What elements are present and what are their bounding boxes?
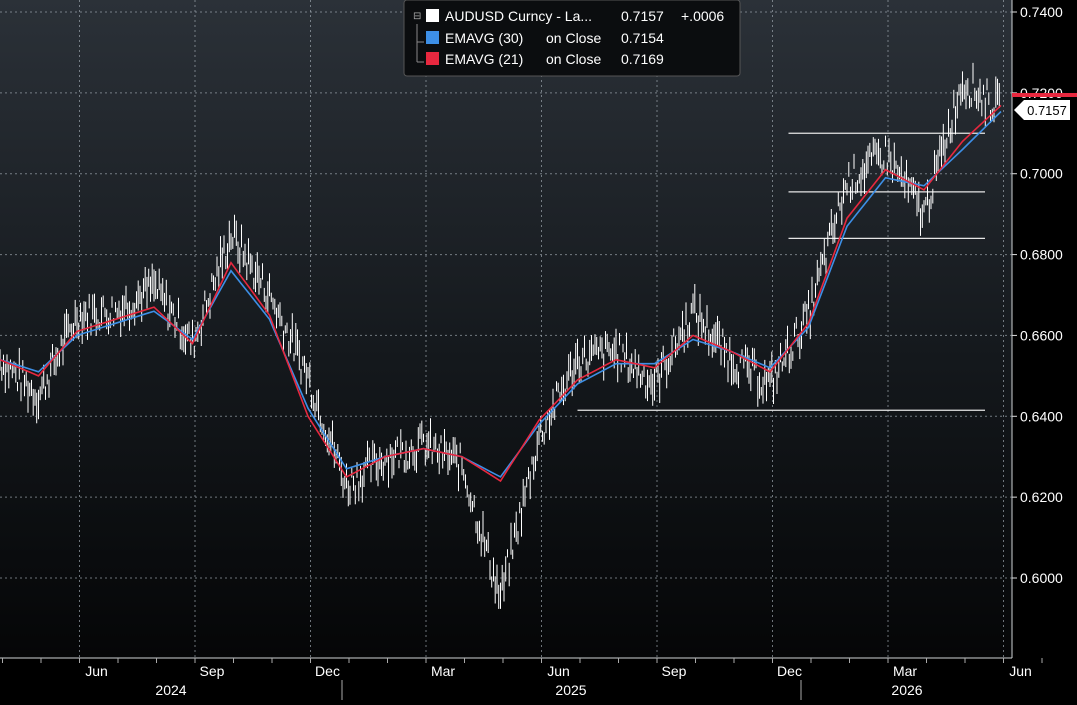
y-tick-label: 0.7200 [1020, 85, 1063, 101]
x-month-label: Mar [893, 663, 917, 679]
y-tick-label: 0.7400 [1020, 4, 1063, 20]
x-year-label: 2025 [555, 682, 586, 698]
x-axis: Jun Sep Dec Mar Jun Sep Dec Mar Jun 2024 2025 2026 [0, 657, 1043, 700]
legend-ema21-name: EMAVG (21) [445, 51, 523, 67]
legend-swatch-ema30 [426, 31, 439, 44]
last-price-marker: 0.7157 [1012, 93, 1077, 120]
legend-swatch-ema21 [426, 52, 439, 65]
legend-ema21-suffix: on Close [546, 51, 601, 67]
y-tick-label: 0.6800 [1020, 247, 1063, 263]
legend-box [403, 0, 741, 77]
time-axis-background [0, 658, 1077, 700]
x-year-label: 2026 [891, 682, 922, 698]
x-month-label: Dec [777, 663, 802, 679]
x-month-label: Mar [431, 663, 455, 679]
y-tick-label: 0.6000 [1020, 570, 1063, 586]
legend[interactable]: ⊟ AUDUSD Curncy - La... 0.7157 +.0006 EM… [403, 0, 741, 77]
legend-collapse-icon[interactable]: ⊟ [413, 11, 421, 22]
x-month-label: Jun [85, 663, 108, 679]
legend-price-name: AUDUSD Curncy - La... [445, 8, 592, 24]
plot-background [0, 0, 1012, 658]
legend-price-change: +.0006 [681, 8, 724, 24]
legend-ema30-value: 0.7154 [621, 30, 664, 46]
y-tick-label: 0.6200 [1020, 489, 1063, 505]
x-month-label: Jun [1009, 663, 1032, 679]
ema-line [0, 110, 1002, 478]
legend-price-value: 0.7157 [621, 8, 664, 24]
legend-ema30-suffix: on Close [546, 30, 601, 46]
ema-marker [1012, 93, 1077, 97]
x-month-label: Jun [547, 663, 570, 679]
x-month-label: Sep [662, 663, 687, 679]
legend-ema30-name: EMAVG (30) [445, 30, 523, 46]
y-tick-label: 0.6600 [1020, 327, 1063, 343]
x-month-label: Dec [315, 663, 340, 679]
y-tick-label: 0.6400 [1020, 408, 1063, 424]
ema-lines [0, 104, 1002, 483]
legend-swatch-price [426, 9, 439, 22]
x-year-label: 2024 [155, 682, 186, 698]
x-month-label: Sep [200, 663, 225, 679]
y-axis: 0.6000 0.6200 0.6400 0.6600 0.6800 0.7000 0.72… [1011, 0, 1063, 658]
ema-line [0, 104, 1002, 483]
last-price-tag [1014, 100, 1070, 120]
y-tick-label: 0.7000 [1020, 166, 1063, 182]
legend-ema21-value: 0.7169 [621, 51, 664, 67]
last-price-value: 0.7157 [1027, 103, 1067, 118]
